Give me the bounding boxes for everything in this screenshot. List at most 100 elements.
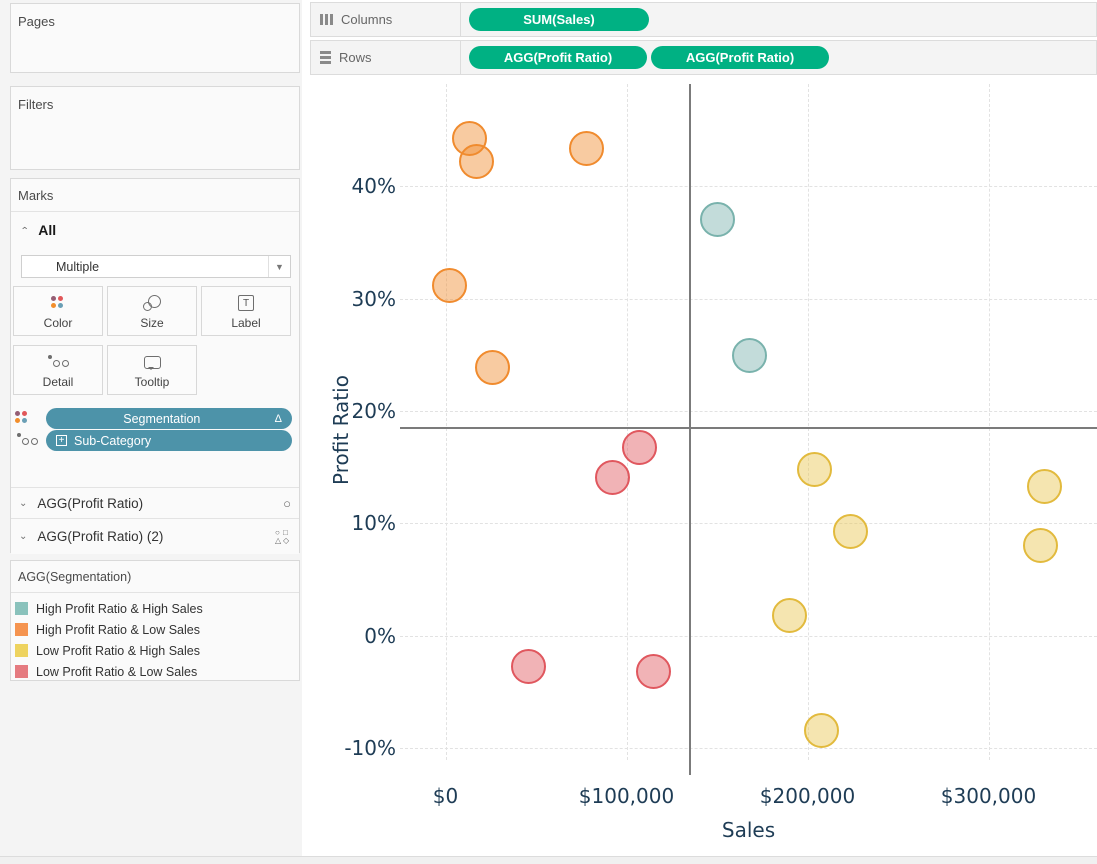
data-point-circle[interactable] bbox=[458, 144, 494, 180]
x-gridline bbox=[445, 84, 447, 760]
detail-button[interactable]: Detail bbox=[13, 345, 103, 395]
scatter-plot[interactable]: Profit Ratio Sales $0 $100,000 $200,000 $30… bbox=[308, 78, 1097, 856]
y-tick-label: 20% bbox=[351, 398, 396, 423]
y-gridline bbox=[400, 523, 1097, 525]
data-point-circle[interactable] bbox=[569, 130, 605, 166]
filters-label: Filters bbox=[18, 97, 54, 112]
text-label-icon: T bbox=[238, 293, 254, 313]
legend-swatch bbox=[15, 602, 28, 615]
rows-shelf[interactable]: Rows AGG(Profit Ratio) AGG(Profit Ratio) bbox=[310, 40, 1097, 75]
subcategory-pill-row: + Sub-Category bbox=[11, 430, 301, 451]
mark-card-profit-ratio-2[interactable]: ⌄ AGG(Profit Ratio) (2) ○ □ △ ◇ bbox=[11, 518, 299, 554]
marks-label: Marks bbox=[11, 179, 299, 212]
color-button[interactable]: Color bbox=[13, 286, 103, 336]
y-gridline bbox=[400, 747, 1097, 749]
y-tick-label: 40% bbox=[351, 174, 396, 199]
data-point-circle[interactable] bbox=[511, 649, 547, 685]
color-icon bbox=[51, 293, 65, 313]
data-point-circle[interactable] bbox=[699, 202, 735, 238]
segmentation-pill-label: Segmentation bbox=[123, 411, 201, 426]
columns-label-text: Columns bbox=[341, 12, 393, 27]
tooltip-icon bbox=[143, 352, 161, 372]
mark-type-value: Multiple bbox=[56, 259, 100, 274]
chevron-down-icon: ▼ bbox=[268, 256, 290, 277]
x-gridline bbox=[626, 84, 628, 760]
pages-label: Pages bbox=[18, 14, 55, 29]
y-tick-label: 10% bbox=[351, 511, 396, 536]
profit-ratio-reference-line[interactable] bbox=[400, 426, 1097, 429]
columns-icon bbox=[320, 14, 333, 25]
data-point-circle[interactable] bbox=[1027, 468, 1063, 504]
size-button[interactable]: Size bbox=[107, 286, 197, 336]
segmentation-pill-row: Segmentation Δ bbox=[11, 408, 301, 429]
sales-reference-line[interactable] bbox=[688, 84, 691, 775]
label-button[interactable]: T Label bbox=[201, 286, 291, 336]
legend-item[interactable]: High Profit Ratio & Low Sales bbox=[11, 619, 299, 640]
marks-all-section-header[interactable]: ⌃ All bbox=[11, 212, 299, 247]
columns-shelf[interactable]: Columns SUM(Sales) bbox=[310, 2, 1097, 37]
color-legend-card: AGG(Segmentation) High Profit Ratio & Hi… bbox=[10, 560, 300, 681]
legend-label: Low Profit Ratio & Low Sales bbox=[36, 664, 198, 679]
marks-all-label: All bbox=[38, 222, 57, 238]
shape-mark-icon: ○ □ △ ◇ bbox=[275, 527, 290, 545]
data-point-circle[interactable] bbox=[636, 653, 672, 689]
legend-label: Low Profit Ratio & High Sales bbox=[36, 643, 200, 658]
rows-shelf-label: Rows bbox=[311, 41, 461, 74]
x-gridline bbox=[807, 84, 809, 760]
x-tick-label: $200,000 bbox=[759, 784, 856, 808]
data-point-circle[interactable] bbox=[621, 430, 657, 466]
segmentation-pill[interactable]: Segmentation Δ bbox=[46, 408, 292, 429]
data-point-circle[interactable] bbox=[771, 597, 807, 633]
tooltip-button[interactable]: Tooltip bbox=[107, 345, 197, 395]
data-point-circle[interactable] bbox=[732, 338, 768, 374]
detail-icon bbox=[46, 352, 70, 372]
data-point-circle[interactable] bbox=[833, 513, 869, 549]
legend-swatch bbox=[15, 665, 28, 678]
expand-box-icon: + bbox=[56, 435, 67, 446]
legend-item[interactable]: Low Profit Ratio & Low Sales bbox=[11, 661, 299, 682]
subcategory-pill[interactable]: + Sub-Category bbox=[46, 430, 292, 451]
field-pill[interactable]: AGG(Profit Ratio) bbox=[651, 46, 829, 69]
y-tick-label: 0% bbox=[364, 623, 396, 648]
y-gridline bbox=[400, 410, 1097, 412]
data-point-circle[interactable] bbox=[1023, 528, 1059, 564]
legend-swatch bbox=[15, 623, 28, 636]
data-point-circle[interactable] bbox=[804, 713, 840, 749]
legend-item[interactable]: High Profit Ratio & High Sales bbox=[11, 598, 299, 619]
mark-card-label: AGG(Profit Ratio) (2) bbox=[37, 529, 164, 544]
legend-label: High Profit Ratio & Low Sales bbox=[36, 622, 200, 637]
tooltip-button-label: Tooltip bbox=[134, 375, 170, 389]
data-point-circle[interactable] bbox=[594, 459, 630, 495]
columns-pillbox: SUM(Sales) bbox=[469, 8, 649, 31]
pages-shelf[interactable]: Pages bbox=[10, 3, 300, 73]
field-pill[interactable]: AGG(Profit Ratio) bbox=[469, 46, 647, 69]
legend-title: AGG(Segmentation) bbox=[11, 561, 299, 593]
subcategory-pill-label: Sub-Category bbox=[74, 433, 152, 448]
mark-type-dropdown[interactable]: Multiple ▼ bbox=[21, 255, 291, 278]
filters-shelf[interactable]: Filters bbox=[10, 86, 300, 170]
data-point-circle[interactable] bbox=[797, 451, 833, 487]
color-button-label: Color bbox=[43, 316, 73, 330]
mark-card-profit-ratio[interactable]: ⌄ AGG(Profit Ratio) ○ bbox=[11, 487, 299, 518]
data-point-circle[interactable] bbox=[431, 267, 467, 303]
x-tick-label: $0 bbox=[432, 784, 459, 808]
marks-card: Marks ⌃ All Multiple ▼ Color bbox=[10, 178, 301, 554]
rows-icon bbox=[320, 51, 331, 64]
delta-icon: Δ bbox=[274, 412, 282, 425]
y-axis-title: Profit Ratio bbox=[329, 375, 353, 485]
columns-shelf-label: Columns bbox=[311, 3, 461, 36]
collapse-chevron-icon: ⌃ bbox=[20, 225, 30, 236]
data-point-circle[interactable] bbox=[475, 349, 511, 385]
left-sidebar: Pages Filters Marks ⌃ All Multiple ▼ Col… bbox=[0, 0, 302, 864]
bottom-status-strip bbox=[0, 856, 1097, 864]
size-icon bbox=[143, 293, 161, 313]
legend-label: High Profit Ratio & High Sales bbox=[36, 601, 203, 616]
y-gridline bbox=[400, 186, 1097, 188]
circle-mark-icon: ○ bbox=[283, 495, 291, 511]
rows-label-text: Rows bbox=[339, 50, 372, 65]
size-button-label: Size bbox=[140, 316, 164, 330]
x-tick-label: $100,000 bbox=[578, 784, 675, 808]
legend-item[interactable]: Low Profit Ratio & High Sales bbox=[11, 640, 299, 661]
field-pill[interactable]: SUM(Sales) bbox=[469, 8, 649, 31]
